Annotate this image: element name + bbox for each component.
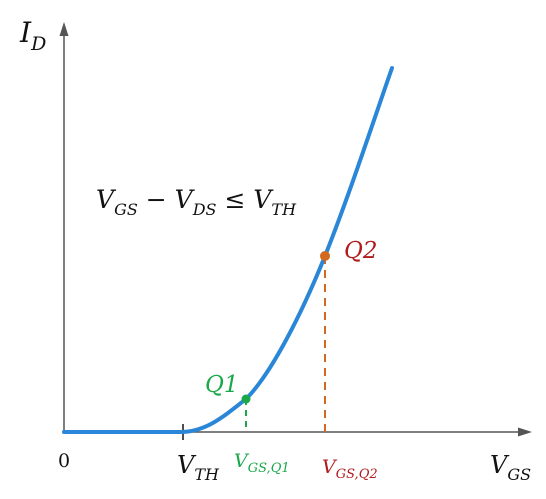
q1-label: Q1: [205, 372, 239, 398]
q1-point: [241, 394, 251, 404]
origin-label: 0: [58, 450, 70, 472]
q2-label: Q2: [344, 238, 378, 264]
saturation-condition: VGS − VDS ≤ VTH: [96, 185, 297, 219]
x-axis-arrow: [518, 427, 532, 437]
x-axis-label: VGS: [490, 451, 531, 484]
y-axis-label: ID: [19, 16, 46, 55]
y-axis-arrow: [59, 22, 69, 36]
vgs-q1-label: VGS,Q1: [234, 450, 290, 476]
q2-point: [320, 251, 330, 261]
transfer-curve: [62, 66, 394, 434]
vgs-q2-label: VGS,Q2: [322, 456, 378, 482]
threshold-label: VTH: [177, 451, 220, 484]
